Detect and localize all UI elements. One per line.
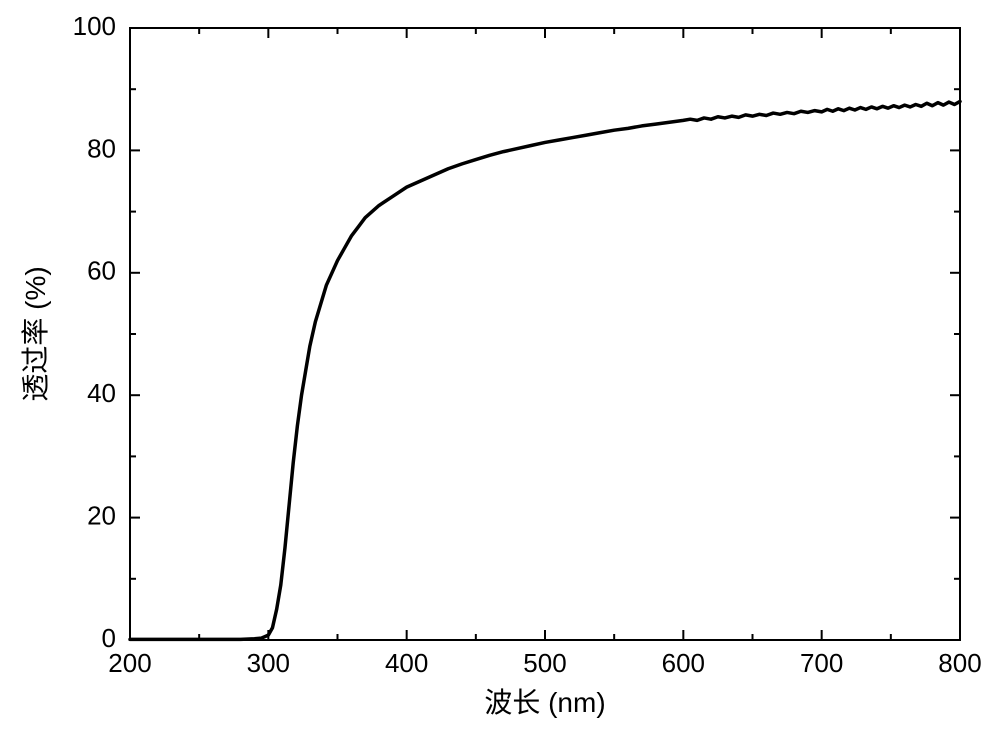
tick-label: 400 (385, 648, 428, 678)
transmittance-chart: 200300400500600700800 020406080100 波长 (n… (0, 0, 1000, 750)
x-axis-label: 波长 (nm) (484, 687, 605, 718)
y-axis-label: 透过率 (%) (20, 266, 51, 401)
x-axis-tick-labels: 200300400500600700800 (108, 648, 981, 678)
tick-label: 300 (247, 648, 290, 678)
y-axis-tick-labels: 0 20 40 60 80 100 (73, 11, 116, 653)
tick-label: 800 (938, 648, 981, 678)
tick-label: 80 (87, 133, 116, 163)
tick-label: 0 (102, 623, 116, 653)
tick-label: 40 (87, 378, 116, 408)
tick-label: 100 (73, 11, 116, 41)
plot-frame (130, 28, 960, 640)
tick-label: 600 (662, 648, 705, 678)
tick-label: 700 (800, 648, 843, 678)
tick-label: 500 (523, 648, 566, 678)
chart-container: 200300400500600700800 020406080100 波长 (n… (0, 0, 1000, 750)
tick-label: 20 (87, 500, 116, 530)
tick-label: 60 (87, 256, 116, 286)
